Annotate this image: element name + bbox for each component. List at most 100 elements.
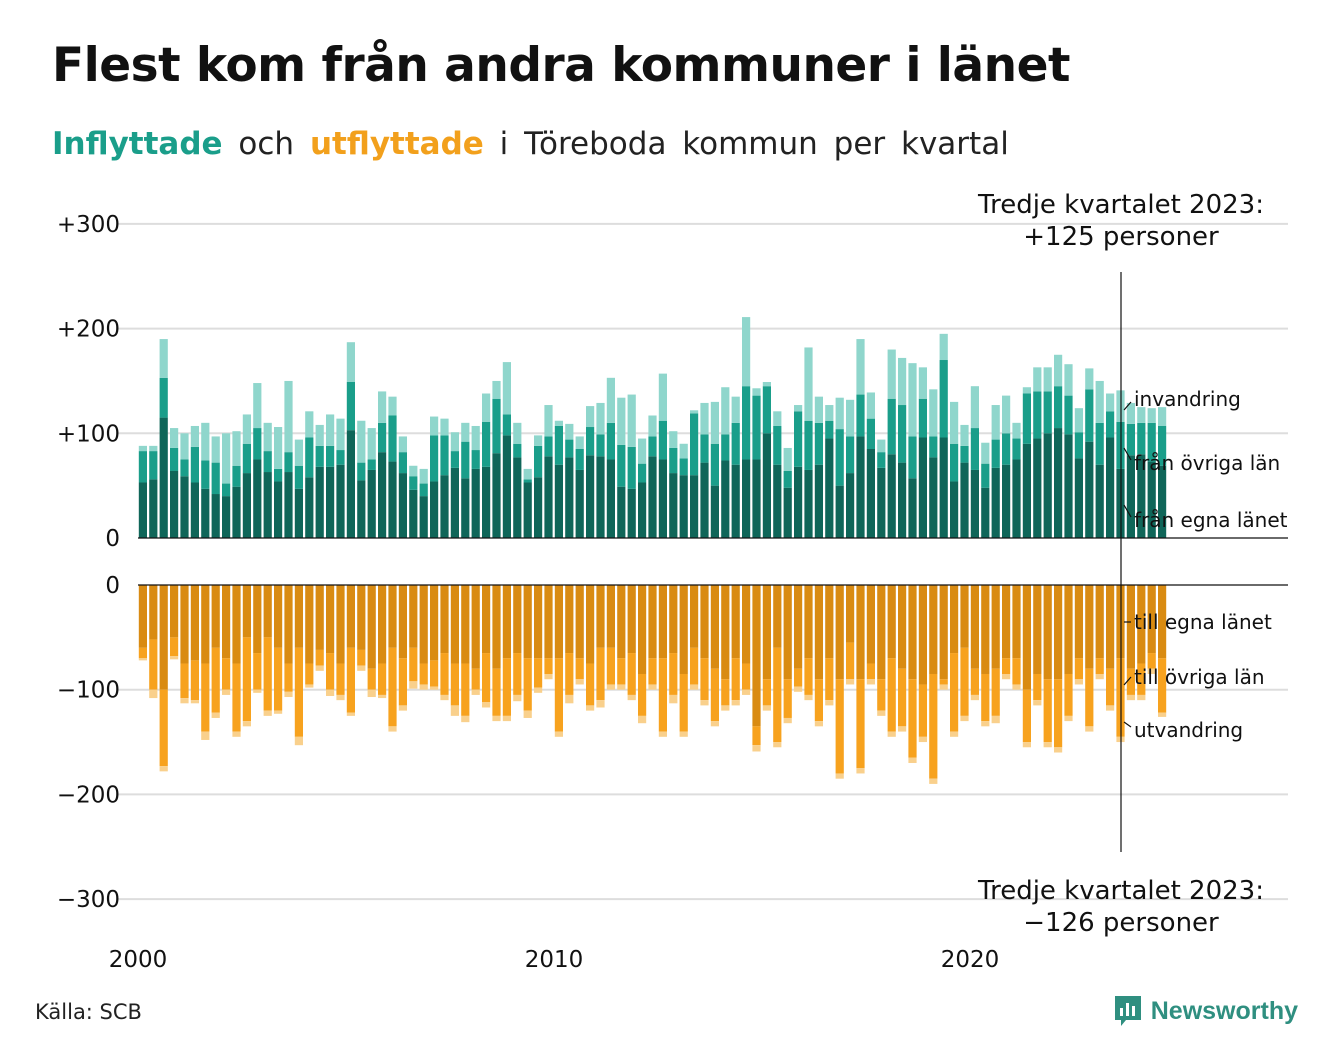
- annotation-top-line1: Tredje kvartalet 2023:: [977, 190, 1264, 220]
- bar-segment-inflyttade: [762, 382, 771, 387]
- bar-segment-inflyttade: [742, 386, 751, 460]
- bar-segment-utflyttade: [159, 689, 168, 767]
- bar-segment-inflyttade: [721, 387, 730, 435]
- bar-segment-inflyttade: [731, 464, 740, 538]
- bar-segment-inflyttade: [721, 434, 730, 461]
- bar-segment-inflyttade: [513, 422, 522, 444]
- bar-segment-inflyttade: [326, 414, 335, 446]
- series-label-leader: [1123, 676, 1132, 686]
- bar-segment-utflyttade: [1085, 726, 1094, 732]
- bar-segment-inflyttade: [149, 451, 158, 480]
- bar-segment-utflyttade: [856, 585, 865, 680]
- bar-segment-inflyttade: [253, 459, 262, 538]
- bar-segment-inflyttade: [1158, 407, 1167, 426]
- brand-logo: Newsworthy: [1113, 994, 1298, 1028]
- bar-segment-utflyttade: [742, 585, 751, 664]
- bar-segment-utflyttade: [294, 647, 303, 737]
- bar-segment-utflyttade: [242, 585, 251, 638]
- bar-segment-inflyttade: [856, 339, 865, 395]
- bar-segment-inflyttade: [1012, 422, 1021, 439]
- bar-segment-inflyttade: [565, 423, 574, 440]
- bar-segment-utflyttade: [710, 721, 719, 727]
- bar-segment-utflyttade: [679, 585, 688, 674]
- bar-segment-inflyttade: [898, 405, 907, 463]
- bar-segment-utflyttade: [305, 684, 314, 688]
- bar-segment-inflyttade: [981, 487, 990, 538]
- bar-segment-utflyttade: [232, 663, 241, 732]
- bar-segment-utflyttade: [461, 663, 470, 716]
- bar-segment-utflyttade: [1022, 585, 1031, 690]
- bar-segment-utflyttade: [1158, 658, 1167, 713]
- bar-segment-utflyttade: [409, 647, 418, 682]
- bar-segment-inflyttade: [908, 363, 917, 437]
- bar-segment-utflyttade: [970, 585, 979, 669]
- bar-segment-utflyttade: [856, 679, 865, 769]
- bar-segment-utflyttade: [159, 766, 168, 772]
- bar-segment-inflyttade: [586, 455, 595, 538]
- bar-segment-inflyttade: [939, 437, 948, 538]
- bar-segment-inflyttade: [627, 446, 636, 489]
- bar-segment-inflyttade: [929, 389, 938, 437]
- bar-segment-utflyttade: [471, 668, 480, 690]
- bar-segment-inflyttade: [1126, 423, 1135, 456]
- bar-segment-utflyttade: [1074, 679, 1083, 685]
- bar-segment-inflyttade: [170, 470, 179, 538]
- bar-segment-inflyttade: [336, 450, 345, 465]
- bar-segment-utflyttade: [596, 700, 605, 708]
- bar-segment-utflyttade: [794, 585, 803, 669]
- y-tick-label-bottom: −200: [57, 782, 120, 808]
- bar-segment-inflyttade: [544, 456, 553, 538]
- bar-segment-utflyttade: [981, 721, 990, 727]
- bar-segment-inflyttade: [804, 347, 813, 421]
- bar-segment-inflyttade: [305, 411, 314, 438]
- subtitle-och: och: [238, 126, 295, 162]
- bar-segment-utflyttade: [471, 585, 480, 669]
- bar-segment-utflyttade: [794, 668, 803, 687]
- bar-segment-inflyttade: [284, 452, 293, 473]
- bar-segment-inflyttade: [669, 447, 678, 474]
- bar-segment-inflyttade: [1126, 455, 1135, 538]
- axes: +300 +200 +100 0 0 −100 −200 −300 2000 2010 2020: [57, 212, 1288, 973]
- bar-segment-utflyttade: [1012, 585, 1021, 659]
- bar-segment-utflyttade: [430, 660, 439, 687]
- bar-segment-utflyttade: [284, 691, 293, 698]
- bar-segment-utflyttade: [263, 637, 272, 711]
- bar-segment-utflyttade: [378, 663, 387, 695]
- bar-segment-utflyttade: [1033, 585, 1042, 674]
- series-label-bottom: utvandring: [1134, 718, 1243, 742]
- bar-segment-utflyttade: [752, 726, 761, 746]
- bar-segment-utflyttade: [887, 658, 896, 732]
- bar-segment-inflyttade: [1033, 391, 1042, 439]
- bar-segment-utflyttade: [773, 585, 782, 648]
- bar-segment-utflyttade: [731, 585, 740, 659]
- bar-segment-inflyttade: [783, 470, 792, 488]
- bar-segment-utflyttade: [762, 679, 771, 706]
- bar-segment-inflyttade: [159, 339, 168, 378]
- bar-segment-utflyttade: [513, 694, 522, 702]
- bar-segment-inflyttade: [274, 468, 283, 482]
- bar-segment-inflyttade: [554, 420, 563, 426]
- bar-segment-utflyttade: [1158, 712, 1167, 717]
- bar-segment-utflyttade: [534, 585, 543, 659]
- bar-segment-inflyttade: [586, 406, 595, 428]
- bar-segment-utflyttade: [1043, 585, 1052, 680]
- bar-segment-inflyttade: [804, 469, 813, 538]
- bar-segment-inflyttade: [638, 438, 647, 464]
- annotation-top-line2: +125 personer: [1023, 222, 1219, 252]
- bar-segment-utflyttade: [180, 585, 189, 664]
- bar-segment-inflyttade: [201, 488, 210, 538]
- bar-segment-utflyttade: [190, 660, 199, 701]
- bar-segment-inflyttade: [731, 396, 740, 423]
- bar-segment-utflyttade: [315, 585, 324, 650]
- bar-segment-utflyttade: [222, 689, 231, 695]
- grid-lines: [118, 222, 1288, 901]
- bar-segment-utflyttade: [190, 585, 199, 661]
- bar-segment-utflyttade: [846, 642, 855, 680]
- bar-segment-inflyttade: [1137, 422, 1146, 455]
- bar-segment-inflyttade: [523, 468, 532, 480]
- bar-segment-inflyttade: [222, 433, 231, 484]
- bar-segment-utflyttade: [752, 745, 761, 752]
- bar-segment-utflyttade: [492, 668, 501, 716]
- bar-segment-utflyttade: [773, 742, 782, 748]
- series-label-bottom: till egna länet: [1134, 610, 1272, 634]
